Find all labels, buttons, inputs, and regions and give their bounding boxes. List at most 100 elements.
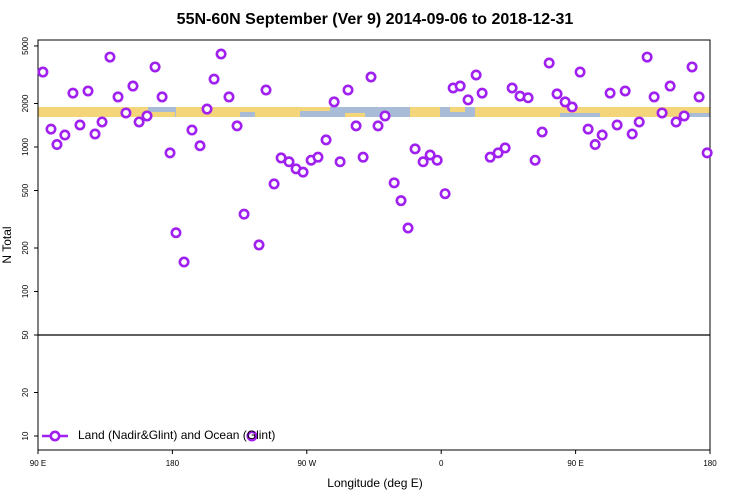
point xyxy=(82,85,94,97)
y-axis-label: N Total xyxy=(0,226,14,263)
y-tick-label: 10 xyxy=(21,431,30,440)
point xyxy=(37,66,49,78)
y-tick-label: 2000 xyxy=(21,94,30,112)
x-tick-label: 180 xyxy=(703,459,717,468)
point xyxy=(253,239,265,251)
point xyxy=(59,129,71,141)
point xyxy=(611,119,623,131)
point xyxy=(462,94,474,106)
legend-marker xyxy=(49,430,61,442)
point xyxy=(633,116,645,128)
point xyxy=(589,139,601,151)
point xyxy=(648,91,660,103)
point xyxy=(74,119,86,131)
point xyxy=(506,82,518,94)
point xyxy=(215,48,227,60)
point xyxy=(365,71,377,83)
point xyxy=(112,91,124,103)
point xyxy=(223,91,235,103)
point xyxy=(246,430,258,442)
point xyxy=(238,208,250,220)
x-axis-label: Longitude (deg E) xyxy=(327,476,422,490)
point xyxy=(186,124,198,136)
point xyxy=(582,123,594,135)
point xyxy=(693,91,705,103)
point xyxy=(551,88,563,100)
point xyxy=(67,87,79,99)
point xyxy=(357,151,369,163)
point xyxy=(596,129,608,141)
point xyxy=(604,87,616,99)
y-tick-label: 1000 xyxy=(21,138,30,156)
point xyxy=(89,128,101,140)
point xyxy=(431,154,443,166)
point xyxy=(678,110,690,122)
x-tick-label: 90 W xyxy=(297,459,316,468)
point xyxy=(127,80,139,92)
point xyxy=(417,156,429,168)
point xyxy=(388,177,400,189)
point xyxy=(476,87,488,99)
x-tick-label: 180 xyxy=(166,459,180,468)
point xyxy=(559,96,571,108)
point xyxy=(51,139,63,151)
point xyxy=(260,84,272,96)
legend-label: Land (Nadir&Glint) and Ocean (Glint) xyxy=(78,428,275,442)
point xyxy=(439,188,451,200)
point xyxy=(543,57,555,69)
point xyxy=(574,66,586,78)
point xyxy=(194,140,206,152)
land-ocean-band xyxy=(38,107,710,117)
point xyxy=(283,156,295,168)
point xyxy=(484,151,496,163)
point xyxy=(133,116,145,128)
point xyxy=(470,69,482,81)
point xyxy=(670,116,682,128)
point xyxy=(320,134,332,146)
y-tick-label: 200 xyxy=(21,241,30,255)
point xyxy=(529,154,541,166)
point xyxy=(492,147,504,159)
point xyxy=(626,128,638,140)
point xyxy=(208,73,220,85)
y-tick-label: 20 xyxy=(21,387,30,396)
chart-title: 55N-60N September (Ver 9) 2014-09-06 to … xyxy=(177,11,574,28)
point xyxy=(499,142,511,154)
point xyxy=(334,156,346,168)
y-tick-label: 100 xyxy=(21,284,30,298)
point xyxy=(379,110,391,122)
y-tick-label: 5000 xyxy=(21,37,30,55)
y-tick-label: 50 xyxy=(21,330,30,339)
point xyxy=(45,123,57,135)
point xyxy=(96,116,108,128)
point xyxy=(402,222,414,234)
point xyxy=(156,91,168,103)
point xyxy=(522,92,534,104)
plot-frame xyxy=(37,39,711,451)
point xyxy=(409,143,421,155)
point xyxy=(656,107,668,119)
point xyxy=(641,51,653,63)
point xyxy=(297,166,309,178)
point xyxy=(164,147,176,159)
point xyxy=(170,227,182,239)
point xyxy=(664,80,676,92)
point xyxy=(268,178,280,190)
point xyxy=(104,51,116,63)
point xyxy=(141,110,153,122)
point xyxy=(312,151,324,163)
point xyxy=(566,101,578,113)
point xyxy=(701,147,713,159)
point xyxy=(178,256,190,268)
x-tick-label: 90 E xyxy=(30,459,46,468)
point xyxy=(686,61,698,73)
point xyxy=(619,85,631,97)
y-tick-label: 500 xyxy=(21,183,30,197)
point xyxy=(350,120,362,132)
x-tick-label: 0 xyxy=(439,459,444,468)
point xyxy=(149,61,161,73)
point xyxy=(231,120,243,132)
point xyxy=(120,107,132,119)
point xyxy=(328,96,340,108)
